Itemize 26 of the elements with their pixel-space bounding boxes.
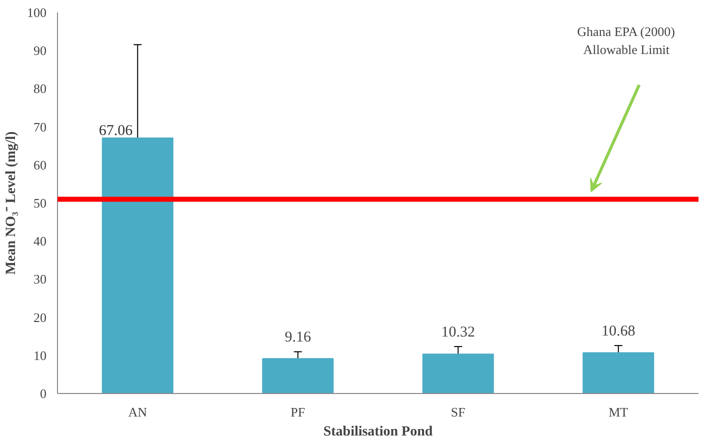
y-tick-label: 20 — [34, 310, 46, 325]
data-label: 9.16 — [284, 330, 312, 346]
y-axis-title: Mean NO₃⁻ Level (mg/l) — [4, 130, 19, 275]
y-tick-label: 40 — [34, 234, 46, 249]
y-tick-label: 90 — [34, 43, 46, 58]
x-tick-label: PF — [290, 404, 306, 420]
x-axis-title: Stabilisation Pond — [323, 424, 433, 440]
annotation: Ghana EPA (2000) Allowable Limit — [577, 24, 675, 57]
x-tick-label: MT — [608, 404, 628, 420]
bar — [102, 138, 174, 394]
y-tick-label: 50 — [34, 196, 46, 210]
y-tick-label: 30 — [34, 272, 46, 287]
data-label: 10.32 — [441, 324, 475, 341]
y-tick-label: 70 — [34, 119, 46, 134]
y-tick-label: 100 — [27, 5, 46, 20]
bar — [262, 358, 334, 394]
bar — [422, 354, 494, 394]
y-tick-label: 10 — [34, 348, 46, 363]
bar — [582, 352, 654, 394]
x-tick-label: AN — [128, 404, 148, 420]
y-tick-label: 0 — [40, 386, 46, 401]
y-tick-label: 80 — [34, 81, 46, 96]
y-tick-label: 60 — [34, 157, 46, 172]
x-tick-label: SF — [450, 404, 466, 420]
data-label: 67.06 — [98, 123, 134, 139]
data-label: 10.68 — [602, 324, 636, 340]
